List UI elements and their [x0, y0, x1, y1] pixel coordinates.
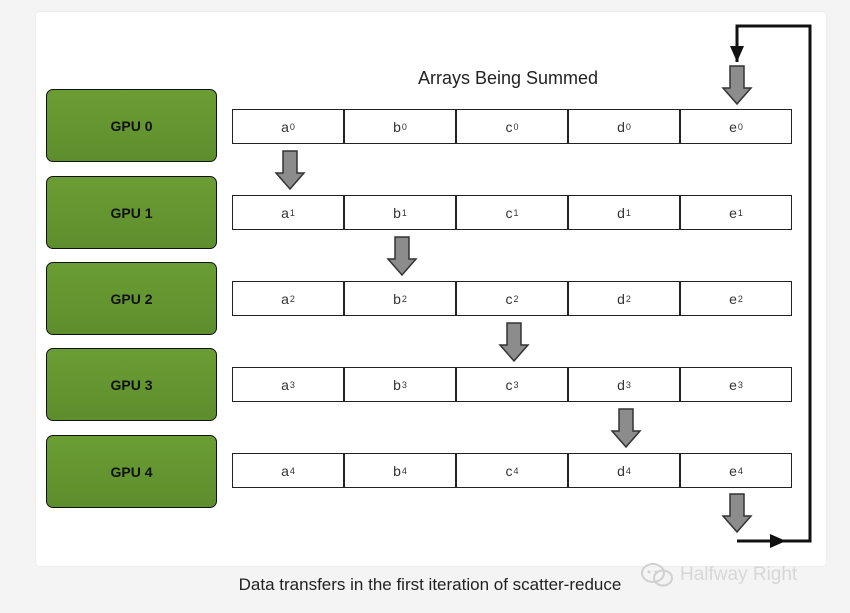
- watermark: Halfway Right: [640, 561, 797, 589]
- gpu-box-3: GPU 3: [46, 348, 217, 421]
- gpu-box-4: GPU 4: [46, 435, 217, 508]
- transfer-arrow-in-e0: [721, 65, 753, 106]
- gpu-box-2: GPU 2: [46, 262, 217, 335]
- transfer-arrow-c2: [498, 322, 530, 363]
- transfer-arrow-out-e4: [721, 493, 753, 534]
- chat-bubble-icon: [641, 563, 673, 587]
- transfer-arrow-b1: [386, 236, 418, 277]
- gpu-box-1: GPU 1: [46, 176, 217, 249]
- transfer-arrow-d3: [610, 408, 642, 449]
- figure-caption: Data transfers in the first iteration of…: [238, 575, 622, 594]
- gpu-box-0: GPU 0: [46, 89, 217, 162]
- transfer-arrow-a0: [274, 150, 306, 191]
- wraparound-line: [735, 24, 812, 543]
- diagram-title: Arrays Being Summed: [418, 68, 599, 88]
- watermark-text: Halfway Right: [680, 564, 798, 585]
- wraparound-arrowhead-top: [730, 46, 744, 62]
- wraparound-arrowhead-bottom: [770, 534, 786, 548]
